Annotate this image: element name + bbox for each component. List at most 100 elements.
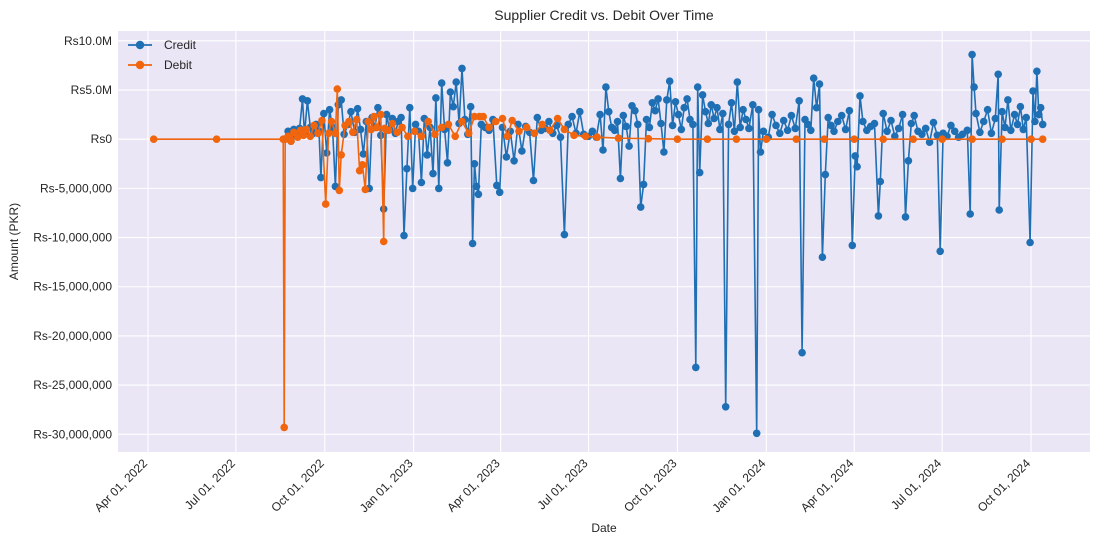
credit-point [452,78,461,86]
credit-point [683,95,691,103]
credit-point [636,203,645,211]
credit-point [1038,120,1047,129]
credit-point [972,109,980,118]
debit-point [546,126,554,135]
x-tick-label: Apr 01, 2024 [798,456,857,515]
credit-point [493,181,501,190]
credit-point [963,126,972,135]
credit-point [830,127,838,136]
credit-point [845,106,854,115]
debit-point [410,127,419,136]
credit-point [979,117,988,126]
debit-point [393,128,402,137]
y-tick-label: Rs-20,000,000 [33,329,112,343]
credit-point [680,103,688,112]
credit-point [1001,123,1009,132]
legend-label-debit: Debit [164,58,193,72]
x-tick-label: Jul 01, 2024 [888,456,944,512]
debit-point [560,125,569,134]
credit-line [283,53,1044,435]
x-tick-label: Oct 01, 2024 [975,456,1034,515]
credit-point [853,162,861,171]
credit-point [468,239,477,248]
credit-point [904,157,913,165]
credit-point [616,174,625,183]
credit-point [798,348,806,357]
credit-point [588,127,597,136]
debit-point [703,135,712,143]
credit-point [406,103,414,112]
credit-point [695,168,704,177]
x-tick-label: Oct 01, 2022 [268,456,327,515]
credit-point [907,119,916,128]
credit-point [887,116,895,125]
credit-point [568,112,576,121]
credit-point [596,110,604,119]
debit-point [614,134,623,142]
credit-point [435,184,443,193]
credit-point [671,98,680,106]
credit-point [631,106,639,115]
credit-point [665,77,674,85]
credit-point [1031,117,1039,126]
y-tick-label: Rs-30,000,000 [33,427,112,441]
credit-point [991,114,1000,123]
credit-point [359,150,368,158]
credit-point [576,107,584,116]
credit-point [648,99,657,107]
credit-point [809,74,818,82]
x-tick-label: Jan 01, 2023 [357,456,416,515]
credit-point [502,153,511,161]
credit-point [411,120,420,129]
credit-point [1033,67,1041,76]
credit-point [474,190,483,199]
debit-point [553,114,562,123]
debit-point [337,151,346,159]
credit-point [654,95,662,103]
credit-point [921,124,930,133]
legend-marker-credit [135,40,145,50]
credit-point [851,152,859,160]
credit-point [968,50,976,59]
debit-point [287,137,295,145]
debit-point [149,135,158,143]
credit-point [812,103,821,112]
credit-point [437,79,446,87]
credit-point [610,126,619,135]
chart-title: Supplier Credit vs. Debit Over Time [494,7,714,23]
debit-point [349,128,357,137]
debit-point [324,129,333,138]
credit-point [749,101,757,109]
y-tick-label: Rs10.0M [64,34,112,48]
credit-point [677,125,686,134]
credit-point [510,157,518,165]
debit-point [321,200,330,208]
debit-point [212,135,221,143]
credit-point [818,253,827,261]
debit-point [909,135,917,143]
credit-point [356,125,365,134]
debit-point [299,131,308,140]
credit-point [495,188,504,197]
debit-point [314,129,322,138]
credit-point [449,102,458,111]
credit-point [754,105,763,114]
credit-point [1036,103,1045,112]
debit-point [361,185,370,194]
credit-point [910,111,918,120]
credit-point [870,119,879,128]
y-tick-label: Rs-10,000,000 [33,231,112,245]
debit-point [515,127,523,136]
credit-point [874,212,883,220]
credit-point [994,70,1002,79]
credit-point [634,120,642,129]
credit-point [599,146,607,154]
debit-point [377,110,385,119]
debit-point [762,135,771,143]
debit-point [850,135,858,143]
credit-point [472,182,481,191]
credit-point [719,109,727,118]
debit-point [306,132,315,141]
debit-point [352,115,361,124]
